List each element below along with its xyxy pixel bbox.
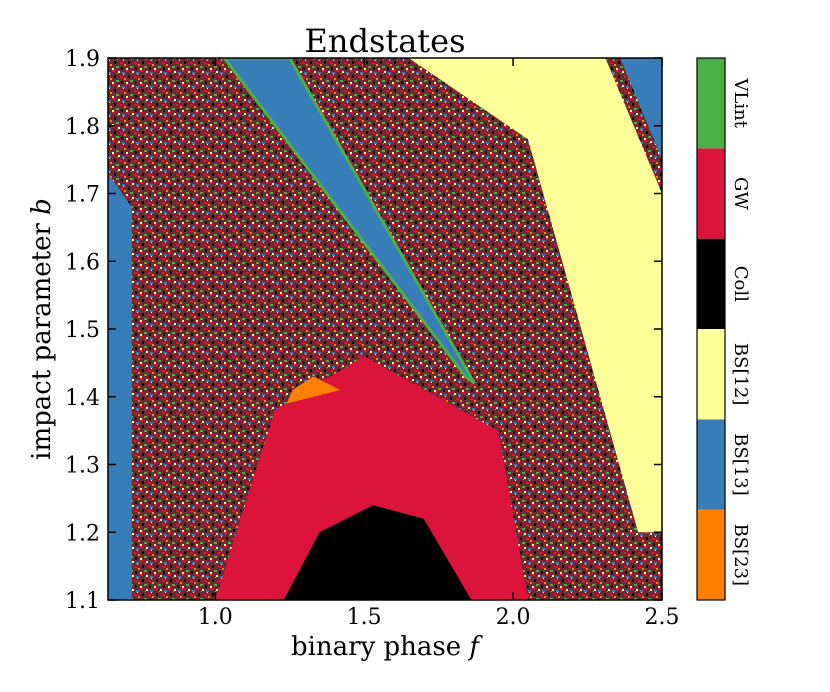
y-axis: 1.1 1.2 1.3 1.4 1.5 1.6 1.7 1.8 1.9	[65, 47, 662, 614]
y-tick-label: 1.8	[65, 115, 100, 140]
region-bs13-3	[620, 58, 662, 160]
x-tick-label: 2.5	[645, 605, 680, 630]
colorbar-frame	[696, 57, 726, 601]
x-tick-label: 1.5	[347, 605, 382, 630]
plot-area	[108, 58, 662, 600]
region-gw-4	[215, 356, 528, 600]
colorbar-swatch	[697, 58, 725, 149]
colorbar-swatch	[697, 509, 725, 600]
x-axis-label: binary phase f	[291, 632, 483, 662]
endstate-regions	[108, 58, 662, 600]
colorbar-label: VLint	[730, 77, 751, 128]
y-tick-label: 1.4	[65, 386, 100, 411]
chart-title: Endstates	[304, 22, 465, 60]
colorbar: BS[23] BS[13] BS[12] Coll GW VLint	[696, 57, 751, 601]
region-bs13-0	[108, 173, 132, 600]
x-tick-label: 1.0	[198, 605, 233, 630]
colorbar-swatch	[697, 329, 725, 420]
x-axis: 1.0 1.5 2.0 2.5	[198, 58, 680, 630]
x-axis-label-symbol: f	[467, 632, 483, 662]
colorbar-swatch	[697, 419, 725, 510]
y-tick-label: 1.9	[65, 47, 100, 72]
region-bs13-1	[222, 58, 476, 385]
colorbar-label: BS[13]	[730, 433, 751, 496]
y-axis-label: impact parameter b	[27, 198, 57, 460]
y-axis-label-symbol: b	[27, 198, 57, 215]
colorbar-label: GW	[730, 177, 751, 210]
colorbar-label: BS[23]	[730, 524, 751, 587]
y-tick-label: 1.2	[65, 521, 100, 546]
region-bs23-6	[286, 376, 341, 404]
x-axis-label-text: binary phase	[291, 632, 461, 662]
y-tick-label: 1.5	[65, 318, 100, 343]
colorbar-label: Coll	[730, 266, 751, 302]
colorbar-swatch	[697, 238, 725, 329]
x-tick-label: 2.0	[496, 605, 531, 630]
colorbar-label: BS[12]	[730, 343, 751, 406]
y-tick-label: 1.3	[65, 454, 100, 479]
y-axis-label-text: impact parameter	[27, 223, 57, 460]
y-tick-label: 1.7	[65, 183, 100, 208]
y-tick-label: 1.6	[65, 250, 100, 275]
colorbar-swatch	[697, 148, 725, 239]
region-bs12-2	[408, 58, 662, 533]
y-tick-label: 1.1	[65, 589, 100, 614]
region-coll-5	[283, 505, 472, 600]
